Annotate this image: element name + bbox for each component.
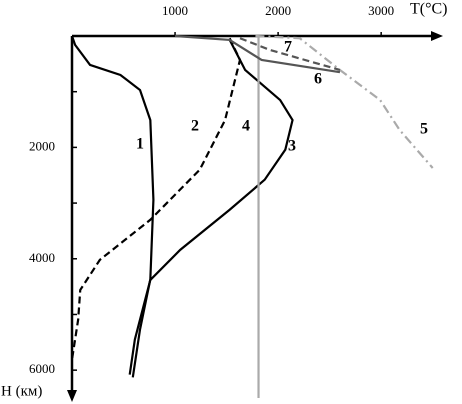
y-tick-label: 6000 <box>29 361 55 376</box>
x-tick-label: 2000 <box>265 3 291 18</box>
series-label: 1 <box>136 136 144 153</box>
y-axis-arrow <box>67 390 77 402</box>
series-line <box>70 35 155 378</box>
series-line <box>70 37 242 360</box>
series-line <box>255 34 434 169</box>
x-axis-arrow <box>431 31 443 41</box>
series-line <box>239 37 341 72</box>
y-tick-label: 4000 <box>29 250 55 265</box>
x-tick-label: 3000 <box>368 3 394 18</box>
y-axis-label: H (км) <box>1 383 42 399</box>
series-label: 3 <box>288 138 296 155</box>
x-axis-label: T(°C) <box>410 1 448 18</box>
series-label: 7 <box>284 39 292 56</box>
series-label: 4 <box>242 118 250 135</box>
series-label: 6 <box>314 71 322 88</box>
series-line <box>128 39 294 375</box>
series-label: 5 <box>420 121 428 138</box>
series-line <box>174 34 341 74</box>
series-label: 2 <box>191 118 199 135</box>
y-tick-label: 2000 <box>29 138 55 153</box>
x-tick-label: 1000 <box>162 3 188 18</box>
